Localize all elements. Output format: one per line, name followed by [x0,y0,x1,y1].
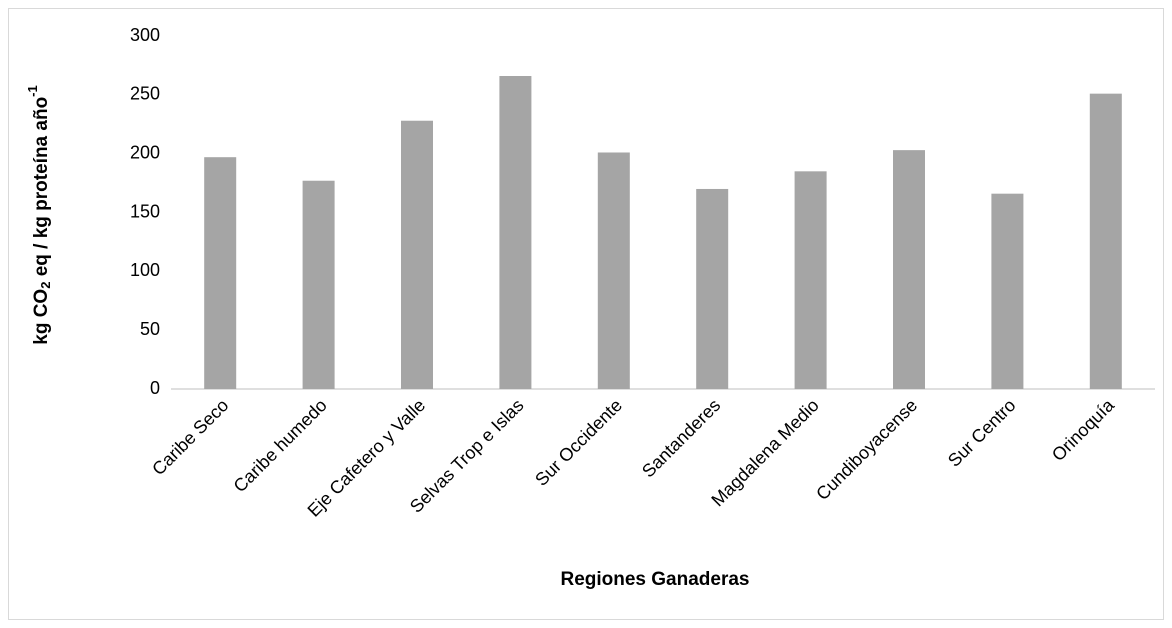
y-tick-label: 200 [130,142,160,162]
y-tick-label: 0 [150,378,160,398]
bar [991,193,1024,389]
bar [302,180,335,389]
y-tick-label: 50 [140,319,160,339]
y-title-part: kg CO [31,289,52,345]
bar [597,152,630,389]
y-tick-label: 100 [130,260,160,280]
x-axis-title: Regiones Ganaderas [560,569,749,590]
y-axis-title: kg CO2 eq / kg proteína año-1 [25,85,53,345]
bar [1089,93,1122,389]
y-title-sub: 2 [38,282,53,289]
chart-frame [8,8,1164,620]
y-tick-label: 250 [130,84,160,104]
bar [794,171,827,389]
y-title-part: eq / kg proteína año [31,97,52,282]
bar [893,150,925,389]
bar [204,157,237,389]
bar [696,188,729,389]
bar [499,76,532,390]
y-tick-label: 150 [130,201,160,221]
y-tick-label: 300 [130,25,160,45]
bar [401,120,433,389]
y-title-sup: -1 [25,85,40,97]
